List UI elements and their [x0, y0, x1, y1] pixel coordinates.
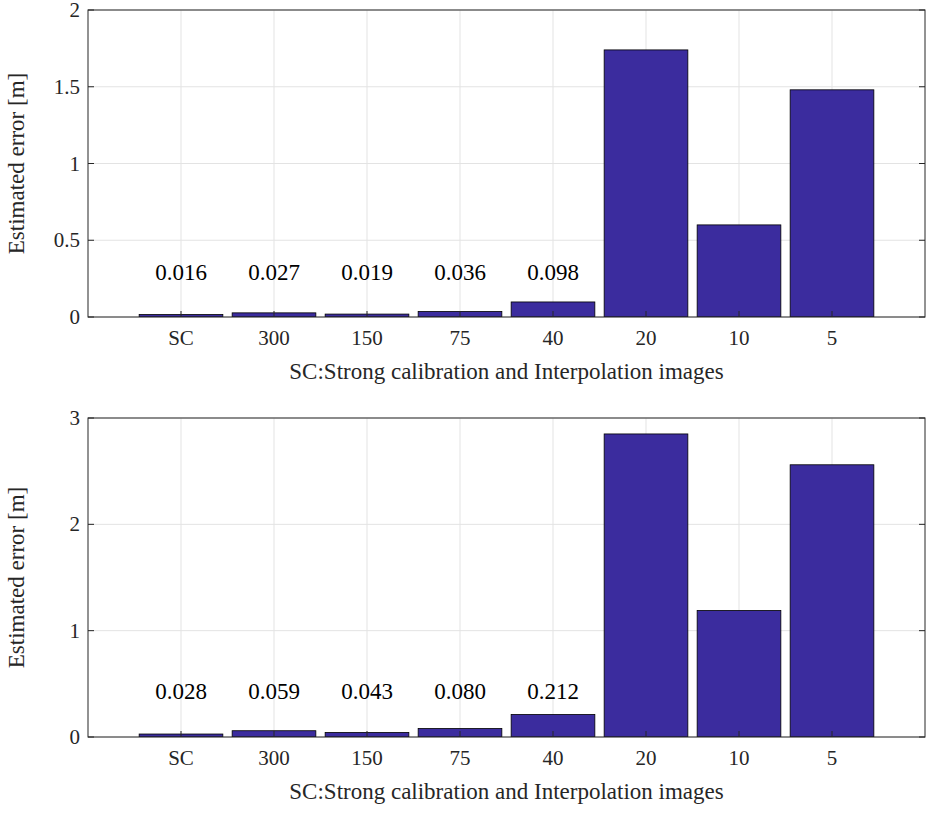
- bar: [604, 434, 688, 737]
- x-axis-label: SC:Strong calibration and Interpolation …: [289, 359, 723, 384]
- x-tick-label: SC: [168, 326, 194, 350]
- data-label: 0.059: [248, 679, 300, 704]
- root: 00.511.52SC3001507540201050.0160.0270.01…: [0, 0, 939, 819]
- x-tick: [832, 311, 833, 317]
- y-tick-label: 0.5: [54, 228, 80, 252]
- x-tick-label: 300: [258, 746, 290, 770]
- x-tick-label: 150: [351, 746, 383, 770]
- x-tick-label: 75: [450, 746, 471, 770]
- x-tick-label: 40: [543, 326, 564, 350]
- x-tick: [739, 311, 740, 317]
- bar: [511, 714, 595, 737]
- bar: [604, 50, 688, 317]
- y-tick: [919, 737, 925, 738]
- y-tick-label: 2: [70, 512, 81, 536]
- y-tick: [88, 317, 94, 318]
- bars: [139, 50, 874, 317]
- x-tick: [367, 731, 368, 737]
- x-tick-label: 75: [450, 326, 471, 350]
- data-label: 0.212: [527, 679, 579, 704]
- x-tick-label: 5: [827, 326, 838, 350]
- x-tick: [460, 731, 461, 737]
- y-tick: [88, 418, 94, 419]
- x-tick: [460, 311, 461, 317]
- data-label: 0.028: [155, 679, 207, 704]
- y-tick: [919, 524, 925, 525]
- data-label: 0.080: [434, 679, 486, 704]
- x-tick: [646, 731, 647, 737]
- y-tick-label: 0: [70, 305, 81, 329]
- y-tick: [919, 317, 925, 318]
- x-tick: [181, 311, 182, 317]
- bar: [511, 302, 595, 317]
- x-axis-label: SC:Strong calibration and Interpolation …: [289, 779, 723, 804]
- bar: [697, 610, 781, 737]
- y-tick: [919, 10, 925, 11]
- y-tick-label: 0: [70, 725, 81, 749]
- y-axis-label: Estimated error [m]: [4, 487, 29, 668]
- y-tick-label: 3: [70, 406, 81, 430]
- y-tick: [919, 630, 925, 631]
- y-tick: [88, 163, 94, 164]
- x-tick-label: 10: [729, 326, 750, 350]
- y-tick: [88, 10, 94, 11]
- grid-line-y: [88, 86, 925, 87]
- chart: 0 1 2 3 SC 300 150 75 40 20 10 5 0.028 0.059 0.043 0.08…: [4, 406, 925, 804]
- bar: [232, 731, 316, 737]
- y-tick: [919, 418, 925, 419]
- y-tick: [88, 737, 94, 738]
- x-tick-label: 20: [636, 326, 657, 350]
- y-tick-label: 1: [70, 152, 81, 176]
- x-tick: [367, 311, 368, 317]
- plot-background: [88, 10, 925, 317]
- bar: [418, 728, 502, 737]
- x-tick: [274, 311, 275, 317]
- x-tick-label: 20: [636, 746, 657, 770]
- y-tick-label: 1: [70, 619, 81, 643]
- x-tick-label: 40: [543, 746, 564, 770]
- x-tick-label: 10: [729, 746, 750, 770]
- y-tick: [919, 240, 925, 241]
- y-tick: [88, 630, 94, 631]
- y-tick: [88, 86, 94, 87]
- data-label: 0.098: [527, 260, 579, 285]
- bar: [790, 90, 874, 317]
- y-tick: [88, 524, 94, 525]
- data-label: 0.043: [341, 679, 393, 704]
- x-tick: [832, 731, 833, 737]
- data-label: 0.036: [434, 260, 486, 285]
- data-label: 0.027: [248, 260, 300, 285]
- bar: [697, 225, 781, 317]
- x-tick: [181, 731, 182, 737]
- x-tick-label: 5: [827, 746, 838, 770]
- x-tick-label: 150: [351, 326, 383, 350]
- x-tick: [553, 311, 554, 317]
- x-tick: [739, 731, 740, 737]
- x-tick: [274, 731, 275, 737]
- plot-background: [88, 418, 925, 737]
- figure: 00.511.52SC3001507540201050.0160.0270.01…: [0, 0, 939, 819]
- y-tick-label: 1.5: [54, 75, 80, 99]
- data-label: 0.016: [155, 260, 207, 285]
- x-tick: [646, 311, 647, 317]
- bar: [790, 465, 874, 737]
- x-tick: [553, 731, 554, 737]
- y-tick-label: 2: [70, 0, 81, 22]
- y-axis-label: Estimated error [m]: [4, 73, 29, 254]
- chart: 0 0.5 1 1.5 2 SC 300 150 75 40 20 10 5 0.016 0.027 0.01…: [4, 0, 925, 384]
- x-tick-label: SC: [168, 746, 194, 770]
- frame: [88, 418, 925, 737]
- y-tick: [88, 240, 94, 241]
- data-label: 0.019: [341, 260, 393, 285]
- y-tick: [919, 163, 925, 164]
- bars: [139, 434, 874, 737]
- x-tick-label: 300: [258, 326, 290, 350]
- bar: [418, 311, 502, 317]
- y-tick: [919, 86, 925, 87]
- frame: [88, 10, 925, 317]
